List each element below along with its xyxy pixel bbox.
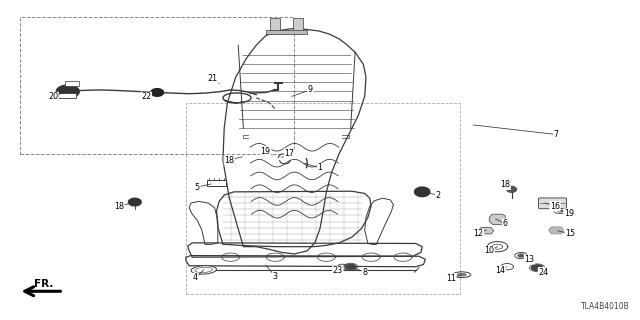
Ellipse shape <box>557 210 563 212</box>
Polygon shape <box>518 254 524 257</box>
Bar <box>65 81 79 86</box>
Text: 9: 9 <box>308 85 313 94</box>
Polygon shape <box>478 228 493 234</box>
Polygon shape <box>415 187 430 196</box>
Polygon shape <box>292 18 303 31</box>
Bar <box>207 180 226 186</box>
Text: 21: 21 <box>207 74 218 83</box>
Text: 24: 24 <box>538 268 548 277</box>
Text: 12: 12 <box>474 229 483 238</box>
Text: 23: 23 <box>333 266 343 276</box>
Text: 10: 10 <box>484 246 494 255</box>
Text: 22: 22 <box>141 92 152 101</box>
Polygon shape <box>56 85 79 98</box>
Text: 20: 20 <box>48 92 58 101</box>
Text: 6: 6 <box>502 219 508 228</box>
Ellipse shape <box>554 208 566 213</box>
Ellipse shape <box>191 266 216 274</box>
Ellipse shape <box>458 273 467 276</box>
Text: 18: 18 <box>114 202 124 211</box>
Polygon shape <box>151 89 164 96</box>
Text: 15: 15 <box>565 229 575 238</box>
Text: 5: 5 <box>195 183 200 192</box>
Text: 7: 7 <box>554 130 559 139</box>
Text: 8: 8 <box>362 268 367 277</box>
Text: 18: 18 <box>224 156 234 164</box>
Polygon shape <box>531 265 543 270</box>
Text: 2: 2 <box>436 190 441 200</box>
FancyBboxPatch shape <box>538 198 566 209</box>
Text: 17: 17 <box>284 149 294 158</box>
Text: TLA4B4010B: TLA4B4010B <box>581 302 630 311</box>
Text: 11: 11 <box>446 274 456 283</box>
Text: 16: 16 <box>550 202 560 211</box>
Text: 18: 18 <box>500 180 510 189</box>
Text: FR.: FR. <box>35 279 54 289</box>
Bar <box>186 103 461 294</box>
Text: 19: 19 <box>260 147 271 156</box>
Polygon shape <box>489 214 505 224</box>
Bar <box>20 17 294 154</box>
Polygon shape <box>548 227 564 234</box>
Text: 13: 13 <box>524 255 534 264</box>
Polygon shape <box>346 264 356 269</box>
Polygon shape <box>129 198 141 206</box>
Bar <box>58 93 76 98</box>
Bar <box>266 30 307 34</box>
Text: 14: 14 <box>495 266 505 276</box>
Ellipse shape <box>506 186 516 193</box>
Text: 4: 4 <box>193 273 198 282</box>
Text: 19: 19 <box>564 209 574 218</box>
Polygon shape <box>270 18 280 31</box>
Text: 3: 3 <box>273 272 278 281</box>
Text: 1: 1 <box>317 164 323 172</box>
